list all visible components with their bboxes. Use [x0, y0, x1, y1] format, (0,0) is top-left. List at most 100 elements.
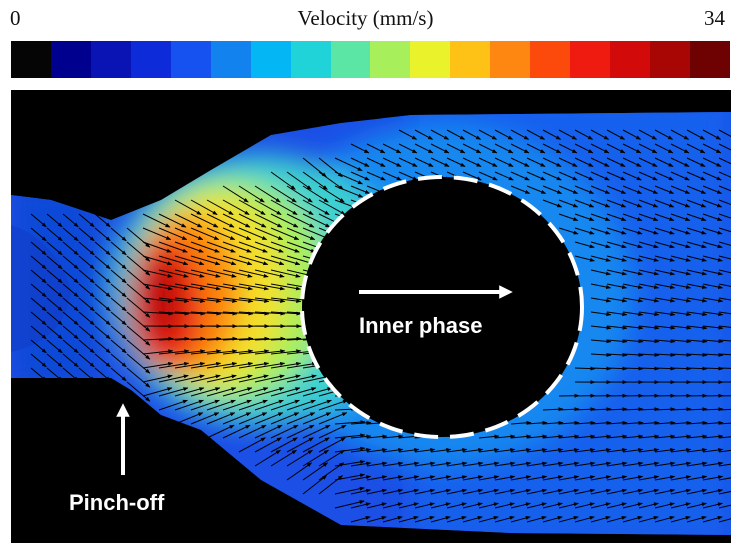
velocity-vector	[494, 502, 515, 509]
velocity-vector	[158, 241, 188, 253]
velocity-vector	[622, 434, 644, 439]
velocity-vector	[670, 185, 691, 194]
velocity-vector	[686, 352, 708, 357]
velocity-vector	[606, 420, 628, 425]
velocity-vector	[718, 339, 731, 342]
velocity-vector	[494, 488, 516, 495]
velocity-vector	[270, 374, 301, 383]
velocity-vector	[206, 336, 238, 341]
velocity-vector	[686, 461, 708, 467]
velocity-vector	[46, 339, 63, 354]
velocity-vector	[606, 461, 628, 467]
velocity-vector	[654, 420, 676, 425]
velocity-vector	[78, 311, 95, 326]
velocity-vector	[686, 157, 706, 167]
velocity-vector	[590, 434, 612, 439]
velocity-vector	[302, 387, 333, 397]
velocity-vector	[382, 488, 404, 495]
velocity-vector	[78, 269, 95, 284]
velocity-vector	[110, 297, 127, 312]
velocity-vector	[222, 349, 254, 355]
velocity-vector	[190, 374, 221, 383]
velocity-vector	[78, 367, 95, 382]
velocity-vector	[158, 255, 189, 266]
velocity-vector	[654, 488, 676, 495]
velocity-vector	[702, 157, 722, 167]
velocity-vector	[686, 269, 707, 276]
velocity-vector	[254, 255, 285, 266]
velocity-vector	[174, 387, 205, 397]
velocity-vector	[670, 475, 692, 481]
velocity-vector	[606, 448, 628, 453]
velocity-vector	[126, 283, 151, 304]
velocity-vector	[590, 407, 612, 412]
velocity-vector	[46, 241, 63, 256]
velocity-vector	[494, 461, 516, 467]
velocity-vector	[110, 227, 127, 242]
velocity-vector	[174, 374, 205, 383]
velocity-vector	[718, 283, 731, 287]
velocity-vector	[270, 424, 299, 439]
velocity-vector	[446, 488, 468, 495]
velocity-vector	[590, 157, 610, 167]
velocity-vector	[462, 448, 484, 453]
velocity-vector	[718, 213, 731, 219]
velocity-vector	[126, 241, 151, 262]
velocity-vector	[366, 488, 388, 495]
velocity-vector	[462, 502, 483, 509]
velocity-vector	[702, 213, 723, 221]
velocity-vector	[654, 461, 676, 467]
velocity-vector	[206, 424, 235, 439]
velocity-vector	[46, 227, 63, 242]
velocity-vector	[430, 516, 451, 523]
velocity-vector	[110, 367, 127, 382]
velocity-vector	[670, 227, 691, 235]
velocity-vector	[590, 502, 611, 509]
velocity-vector	[622, 407, 644, 412]
velocity-vector	[110, 325, 127, 340]
velocity-vector	[286, 213, 315, 228]
velocity-vector	[398, 171, 418, 181]
velocity-vector	[238, 437, 266, 453]
velocity-vector	[590, 420, 612, 425]
velocity-vector	[174, 269, 205, 278]
velocity-vector	[622, 420, 644, 425]
velocity-vector	[190, 241, 220, 253]
velocity-vector	[142, 227, 172, 241]
velocity-vector	[462, 488, 484, 495]
velocity-vector	[430, 461, 452, 467]
velocity-vector	[446, 129, 466, 140]
velocity-vector	[254, 349, 286, 355]
velocity-vector	[702, 407, 724, 412]
velocity-vector	[542, 199, 563, 208]
velocity-vector	[350, 475, 372, 481]
velocity-vector	[158, 227, 188, 241]
velocity-vector	[350, 434, 372, 439]
velocity-vector	[606, 241, 627, 249]
velocity-vector	[558, 185, 579, 194]
velocity-vector	[270, 336, 302, 341]
velocity-vector	[686, 171, 706, 181]
velocity-vector	[686, 325, 708, 330]
velocity-vector	[270, 361, 302, 369]
velocity-vector	[318, 412, 348, 425]
velocity-vector	[30, 241, 47, 256]
velocity-vector	[46, 353, 63, 368]
velocity-vector	[414, 448, 436, 453]
velocity-vector	[526, 461, 548, 467]
colorbar-swatch	[90, 41, 131, 78]
velocity-vector	[670, 352, 692, 357]
velocity-vector	[558, 420, 580, 425]
velocity-vector	[318, 171, 344, 190]
velocity-vector	[254, 399, 284, 411]
velocity-vector	[654, 157, 674, 167]
velocity-vector	[78, 325, 95, 340]
velocity-vector	[190, 269, 221, 278]
velocity-vector	[126, 339, 151, 360]
velocity-vector	[670, 434, 692, 439]
velocity-vector	[606, 434, 628, 439]
velocity-vector	[286, 424, 315, 439]
velocity-vector	[590, 129, 610, 140]
velocity-vector	[222, 241, 252, 253]
velocity-vector	[62, 283, 79, 298]
